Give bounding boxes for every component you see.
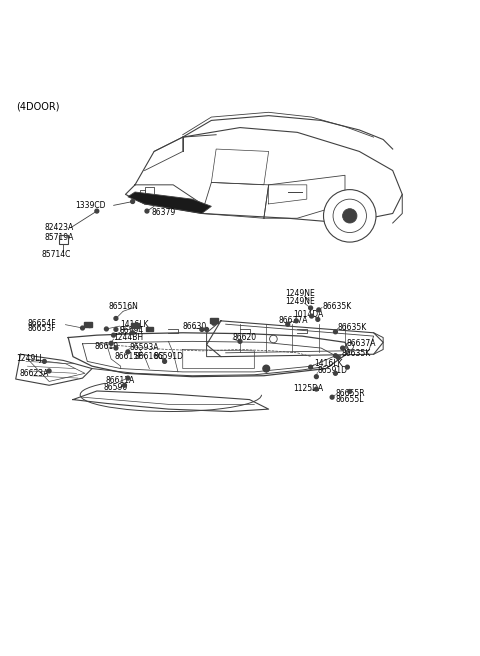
Circle shape	[317, 308, 321, 312]
Text: 86590: 86590	[104, 383, 128, 392]
Bar	[59, 236, 68, 244]
Circle shape	[131, 331, 134, 335]
Text: 86516N: 86516N	[109, 302, 139, 310]
Circle shape	[95, 209, 99, 213]
Circle shape	[294, 319, 298, 323]
Text: 86611A: 86611A	[106, 376, 135, 385]
Circle shape	[109, 341, 113, 345]
Bar	[210, 318, 217, 323]
Circle shape	[200, 327, 204, 331]
Text: 86594: 86594	[120, 327, 144, 335]
Text: 1244BH: 1244BH	[114, 333, 144, 342]
Circle shape	[163, 359, 167, 363]
Circle shape	[346, 365, 349, 369]
Text: 85719A: 85719A	[44, 233, 74, 242]
Circle shape	[348, 390, 352, 394]
Circle shape	[324, 190, 376, 242]
Circle shape	[88, 323, 92, 327]
Text: 86655L: 86655L	[336, 395, 364, 404]
Circle shape	[114, 317, 118, 320]
Text: 86635K: 86635K	[338, 323, 367, 331]
Text: 1416LK: 1416LK	[314, 359, 342, 368]
Circle shape	[145, 209, 149, 213]
Circle shape	[286, 322, 289, 326]
Circle shape	[333, 199, 366, 233]
Text: 86630: 86630	[183, 322, 207, 331]
Text: 86635K: 86635K	[322, 302, 351, 310]
Text: 86635K: 86635K	[341, 349, 371, 358]
Circle shape	[336, 356, 340, 359]
Text: 86654F: 86654F	[28, 319, 56, 328]
Circle shape	[314, 375, 318, 379]
Text: 1416LK: 1416LK	[120, 320, 149, 329]
Text: 1339CD: 1339CD	[75, 201, 106, 210]
Circle shape	[112, 333, 116, 337]
Circle shape	[330, 396, 334, 399]
Circle shape	[42, 359, 46, 363]
Circle shape	[316, 318, 320, 321]
Circle shape	[309, 365, 312, 369]
Text: 86615F: 86615F	[115, 352, 144, 361]
Text: 1249NE: 1249NE	[285, 289, 315, 298]
Text: 86379: 86379	[152, 208, 176, 217]
Circle shape	[204, 327, 208, 331]
Circle shape	[310, 314, 313, 318]
Text: 86591D: 86591D	[153, 352, 183, 361]
Circle shape	[126, 350, 130, 354]
Text: 1249NE: 1249NE	[285, 297, 315, 306]
Circle shape	[131, 199, 134, 203]
Bar	[131, 323, 139, 328]
Text: 85714C: 85714C	[42, 249, 72, 258]
Text: 86623A: 86623A	[20, 369, 49, 378]
Text: 86637A: 86637A	[347, 339, 376, 348]
Circle shape	[270, 335, 277, 343]
Text: (4DOOR): (4DOOR)	[16, 101, 59, 111]
Circle shape	[314, 387, 318, 391]
Text: 1125DA: 1125DA	[293, 384, 324, 393]
Circle shape	[334, 371, 337, 375]
Circle shape	[343, 209, 357, 223]
Text: 86637A: 86637A	[278, 316, 308, 325]
Bar	[145, 327, 153, 331]
Text: 82423A: 82423A	[44, 223, 73, 232]
Text: 86591D: 86591D	[317, 367, 348, 375]
Text: 86620: 86620	[233, 333, 257, 342]
Text: 86619: 86619	[95, 342, 119, 351]
Circle shape	[334, 330, 337, 334]
Text: 86616G: 86616G	[134, 352, 164, 361]
Circle shape	[122, 383, 126, 387]
Circle shape	[263, 365, 270, 372]
Circle shape	[309, 306, 312, 310]
Polygon shape	[128, 192, 211, 213]
Circle shape	[238, 339, 242, 343]
Circle shape	[105, 327, 108, 331]
Circle shape	[212, 321, 216, 325]
Circle shape	[341, 346, 345, 350]
Bar	[84, 322, 92, 327]
Text: 1249LJ: 1249LJ	[16, 354, 41, 363]
Circle shape	[126, 376, 130, 380]
Text: 86593A: 86593A	[129, 342, 159, 352]
Circle shape	[47, 369, 51, 373]
Text: 86655R: 86655R	[336, 389, 365, 398]
Circle shape	[81, 326, 84, 330]
Text: 1014DA: 1014DA	[293, 310, 324, 319]
Circle shape	[114, 327, 118, 331]
Circle shape	[334, 354, 337, 358]
Text: 86653F: 86653F	[28, 325, 56, 333]
Circle shape	[114, 346, 118, 350]
Circle shape	[346, 342, 354, 350]
